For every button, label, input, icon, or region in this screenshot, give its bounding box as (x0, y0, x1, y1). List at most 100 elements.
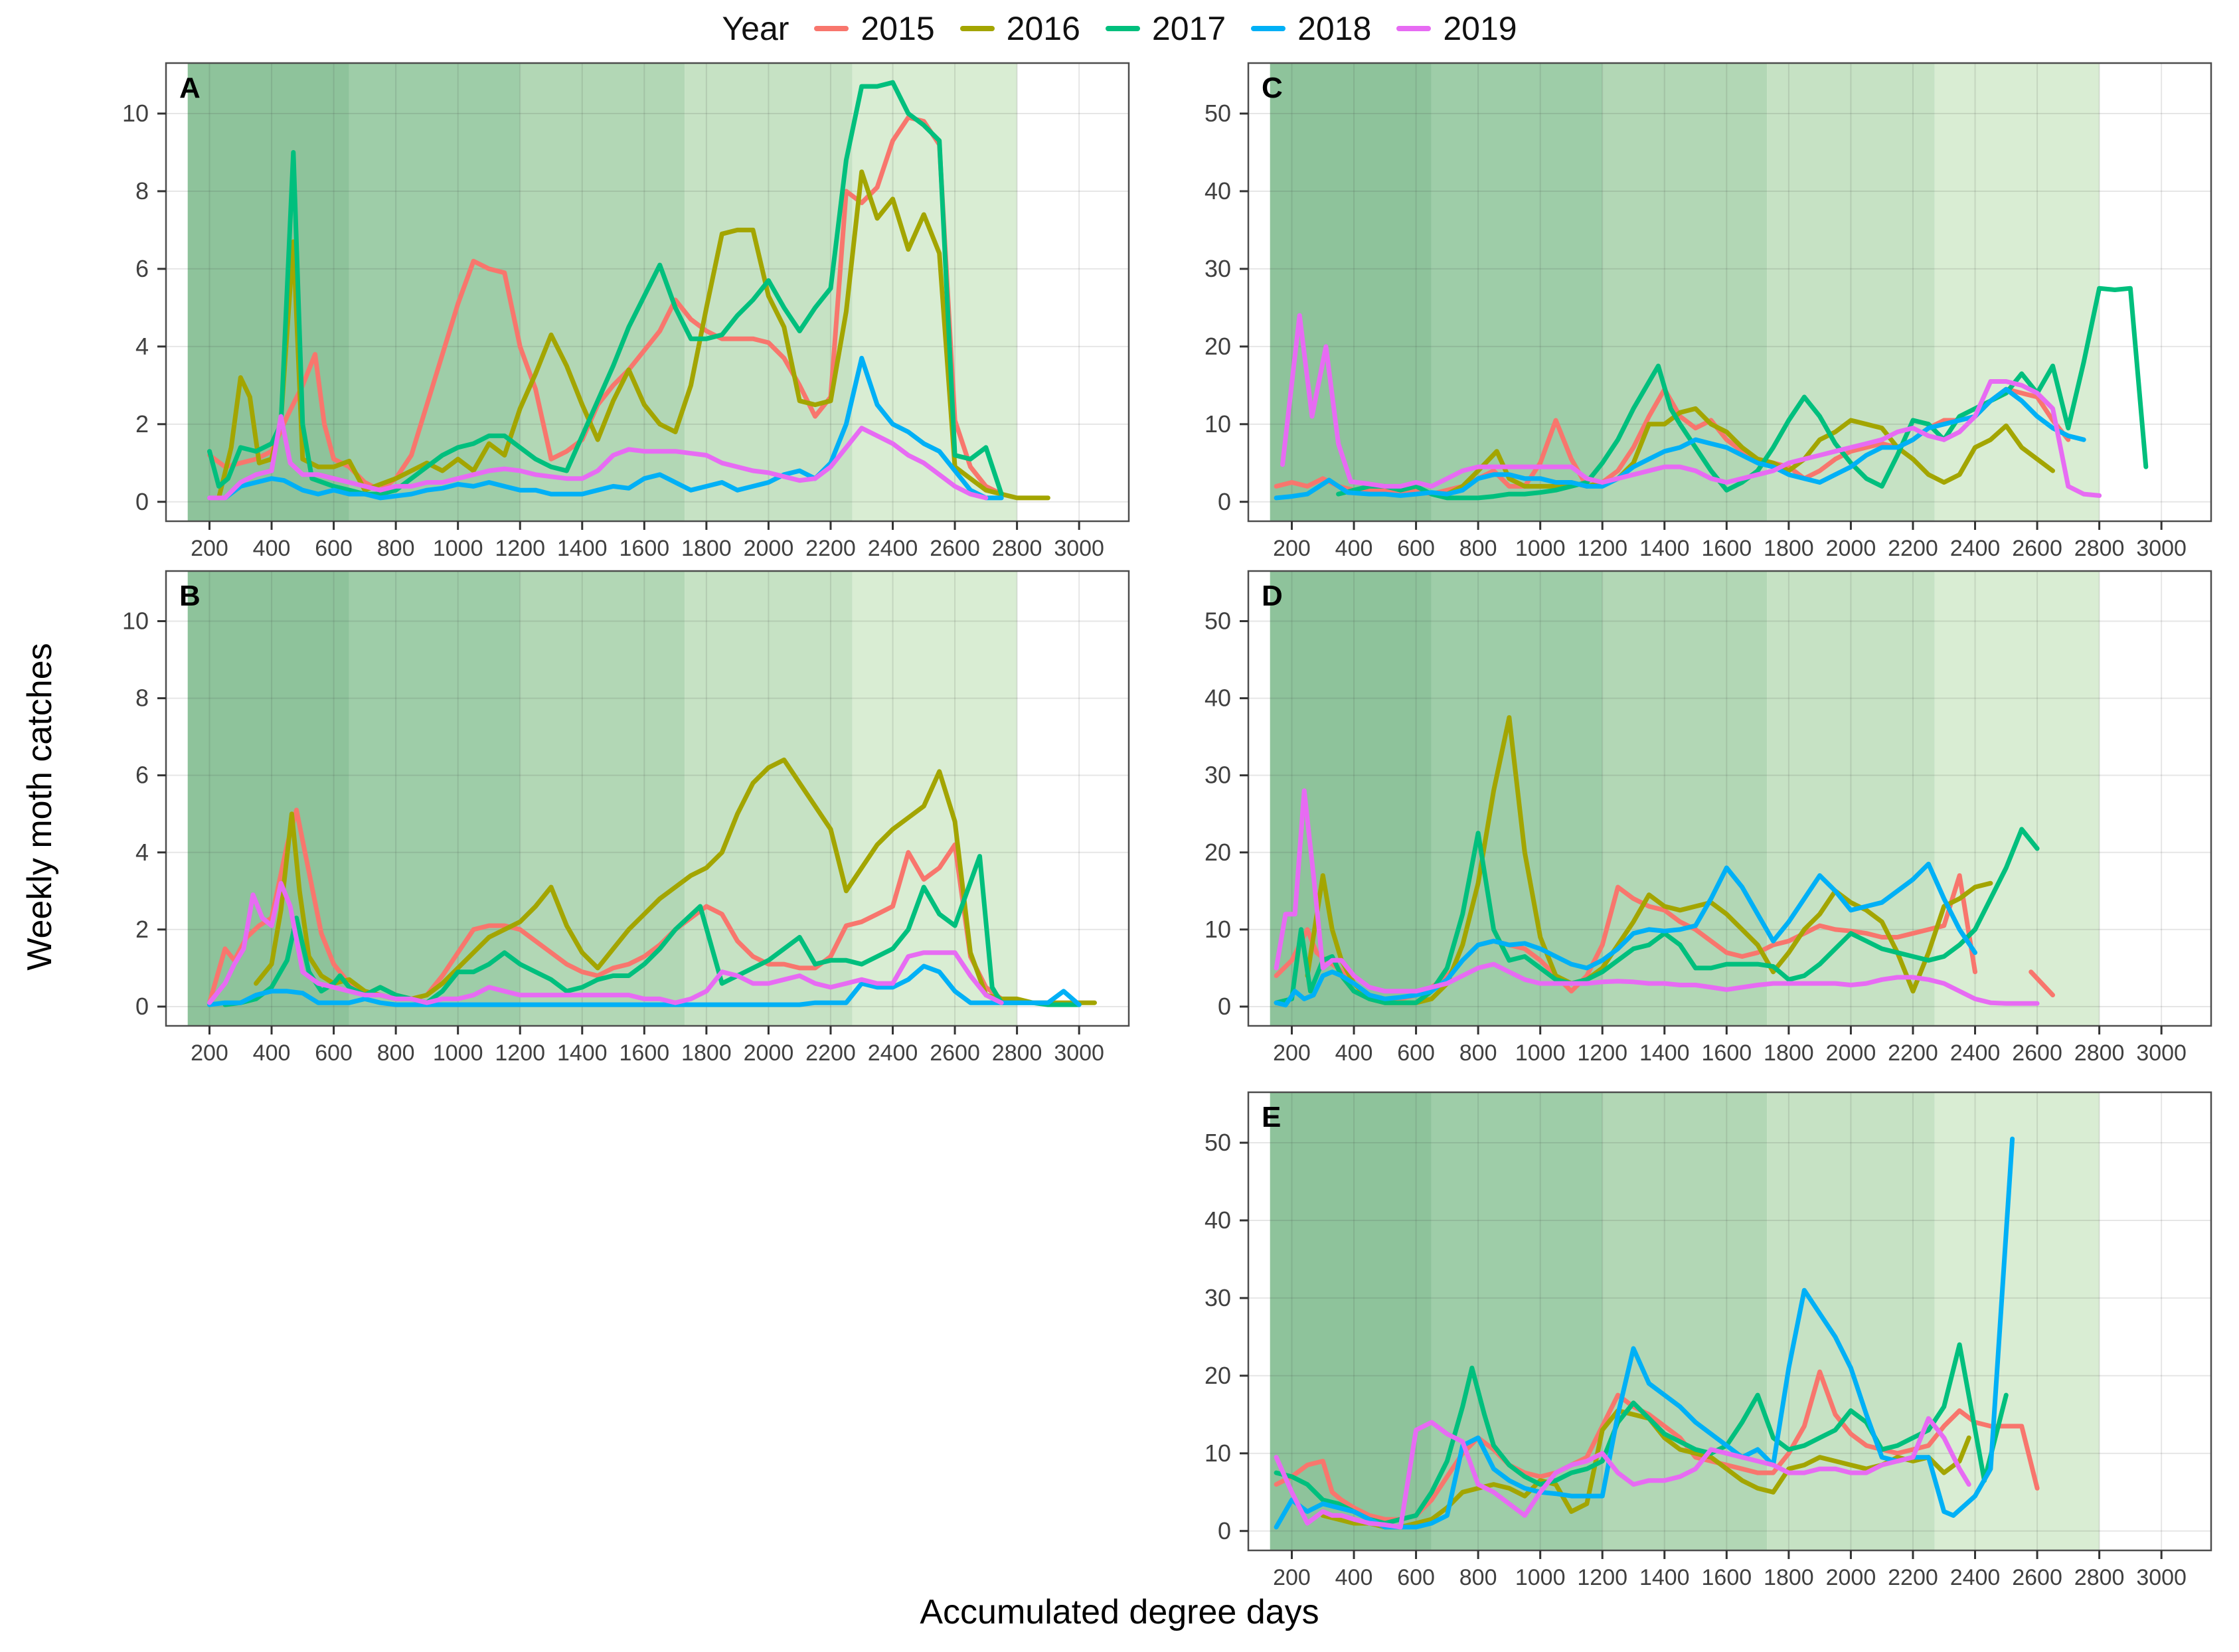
x-tick-label: 3000 (1054, 536, 1104, 561)
degree-day-band (1270, 63, 1432, 521)
y-tick-label: 40 (1204, 1206, 1231, 1234)
x-tick-label: 800 (1459, 536, 1497, 561)
x-tick-label: 600 (315, 536, 353, 561)
y-tick-label: 30 (1204, 762, 1231, 789)
line-C-2017 (1336, 286, 2149, 501)
x-tick-label: 1800 (681, 1040, 732, 1066)
x-tick-label: 400 (1335, 1565, 1373, 1590)
x-tick-label: 1400 (1639, 1565, 1690, 1590)
x-tick-label: 1000 (1515, 1565, 1566, 1590)
y-tick-label: 6 (135, 762, 149, 789)
line-A-2016 (216, 169, 1050, 501)
degree-day-band (1934, 571, 2100, 1026)
line-C-2018 (1274, 386, 2086, 501)
x-tick-label: 2600 (2012, 1565, 2062, 1590)
panel-letter-B: B (179, 580, 201, 612)
x-tick-label: 2600 (930, 536, 980, 561)
x-tick-label: 200 (1273, 536, 1311, 561)
x-tick-label: 600 (1397, 1040, 1435, 1066)
line-A-2017 (207, 80, 1004, 497)
panel-letter-E: E (1262, 1101, 1281, 1133)
x-tick-label: 1400 (1639, 536, 1690, 561)
degree-day-band (349, 571, 521, 1026)
x-tick-label: 1200 (495, 1040, 545, 1066)
x-tick-label: 2200 (805, 536, 856, 561)
legend-label: 2016 (1006, 10, 1080, 47)
legend-label: 2018 (1297, 10, 1372, 47)
y-tick-label: 8 (135, 685, 149, 712)
x-tick-label: 1200 (1577, 536, 1627, 561)
x-tick-label: 800 (1459, 1040, 1497, 1066)
x-tick-label: 2200 (1888, 536, 1938, 561)
x-tick-label: 200 (191, 536, 228, 561)
y-tick-label: 50 (1204, 607, 1231, 634)
x-tick-label: 400 (1335, 1040, 1373, 1066)
x-tick-label: 2800 (992, 536, 1042, 561)
x-tick-label: 200 (1273, 1040, 1311, 1066)
x-tick-label: 2800 (2074, 1565, 2125, 1590)
x-tick-label: 2000 (744, 1040, 794, 1066)
x-tick-label: 2200 (1888, 1565, 1938, 1590)
line-D-2019 (1274, 788, 2040, 1006)
legend-key-line-icon (1396, 26, 1432, 31)
line-C-2019 (1280, 313, 2102, 498)
legend-label: 2019 (1443, 10, 1517, 47)
x-tick-label: 1800 (681, 536, 732, 561)
line-B-2019 (207, 880, 1004, 1005)
line-A-2018 (222, 355, 1004, 501)
x-tick-label: 2400 (1950, 1565, 2001, 1590)
panel-E-chart: 200 400 600 800 1000 1200 1400 1600 1800 2000 2200… (1204, 1091, 2212, 1590)
x-tick-label: 1600 (1702, 1565, 1752, 1590)
panel-letter-D: D (1262, 580, 1283, 612)
x-tick-label: 1000 (433, 1040, 483, 1066)
x-tick-label: 1000 (1515, 1040, 1566, 1066)
y-tick-label: 10 (1204, 410, 1231, 438)
x-tick-label: 600 (315, 1040, 353, 1066)
y-tick-label: 6 (135, 255, 149, 282)
line-B-2018 (207, 963, 1082, 1007)
line-E-2019 (1274, 1416, 1971, 1530)
x-tick-label: 2000 (1826, 536, 1876, 561)
x-tick-label: 3000 (2136, 1565, 2187, 1590)
degree-day-band (1934, 1092, 2100, 1550)
line-D-2017 (1274, 827, 2040, 1005)
x-tick-label: 800 (377, 1040, 415, 1066)
x-tick-label: 400 (253, 1040, 291, 1066)
y-tick-label: 20 (1204, 333, 1231, 360)
x-tick-label: 200 (1273, 1565, 1311, 1590)
line-D-2018 (1274, 861, 1977, 1008)
y-tick-label: 50 (1204, 100, 1231, 127)
x-tick-label: 1600 (1702, 536, 1752, 561)
x-tick-label: 2800 (992, 1040, 1042, 1066)
legend-item-2016: 2016 (959, 9, 1080, 48)
x-tick-label: 3000 (2136, 536, 2187, 561)
panel-C-chart: 200 400 600 800 1000 1200 1400 1600 1800 2000 2200… (1204, 62, 2212, 561)
x-tick-label: 2800 (2074, 1040, 2125, 1066)
degree-day-band (349, 63, 521, 521)
legend-item-2018: 2018 (1251, 9, 1371, 48)
x-tick-label: 600 (1397, 536, 1435, 561)
x-tick-label: 2600 (2012, 1040, 2062, 1066)
y-tick-label: 0 (1218, 1517, 1231, 1544)
degree-day-band (1767, 571, 1935, 1026)
y-tick-label: 4 (135, 839, 149, 866)
y-tick-label: 10 (1204, 1440, 1231, 1467)
legend-key-line-icon (814, 26, 849, 31)
y-tick-label: 50 (1204, 1129, 1231, 1156)
x-tick-label: 1200 (495, 536, 545, 561)
x-tick-label: 1200 (1577, 1565, 1627, 1590)
x-axis-title: Accumulated degree days (920, 1593, 1319, 1631)
x-tick-label: 2400 (868, 1040, 918, 1066)
x-tick-label: 2800 (2074, 536, 2125, 561)
panel-A-chart: 200 400 600 800 1000 1200 1400 1600 1800 2000 2200… (122, 62, 1130, 561)
x-tick-label: 400 (1335, 536, 1373, 561)
x-tick-label: 1000 (1515, 536, 1566, 561)
x-tick-label: 1400 (557, 1040, 608, 1066)
degree-day-band (852, 63, 1017, 521)
x-tick-label: 2400 (1950, 1040, 2001, 1066)
x-tick-label: 3000 (2136, 1040, 2187, 1066)
y-tick-label: 8 (135, 177, 149, 205)
degree-day-band (1432, 63, 1603, 521)
y-tick-label: 20 (1204, 1362, 1231, 1389)
x-tick-label: 200 (191, 1040, 228, 1066)
